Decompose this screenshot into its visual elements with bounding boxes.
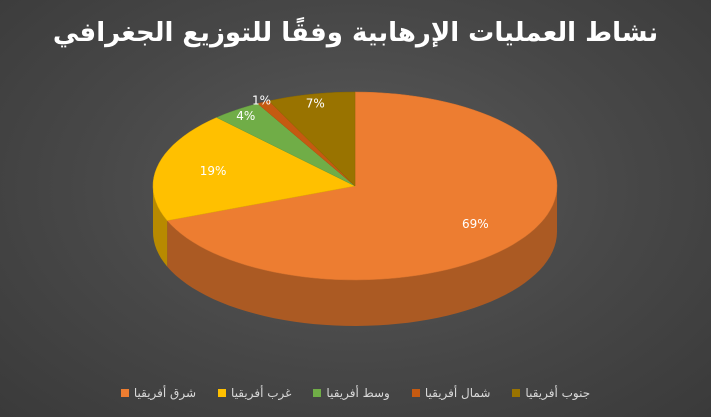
pie-side-1 [153,186,168,267]
legend-item-3: شمال أفريقيا [411,386,491,400]
legend-item-2: وسط أفريقيا [313,386,390,400]
legend-label-2: وسط أفريقيا [326,386,390,400]
legend-item-4: جنوب أفريقيا [512,386,590,400]
legend-label-3: شمال أفريقيا [424,386,491,400]
pie-slice-4 [268,91,356,187]
data-label-2: 4% [236,109,255,123]
legend-label-1: غرب أفريقيا [231,386,292,400]
legend: شرق أفريقيا غرب أفريقيا وسط أفريقيا شمال أف… [0,386,711,400]
data-label-4: 7% [306,96,325,110]
legend-item-1: غرب أفريقيا [218,386,291,400]
pie-slice-0 [166,91,558,281]
chart-title: نشاط العمليات الإرهابية وفقًا للتوزيع ال… [52,18,659,48]
data-label-0: 69% [462,217,489,231]
data-label-1: 19% [200,164,227,178]
legend-item-0: شرق أفريقيا [120,386,197,400]
legend-swatch-1 [218,389,227,397]
legend-label-0: شرق أفريقيا [133,386,197,400]
legend-swatch-3 [411,389,420,397]
pie-slice-1 [152,117,356,221]
legend-swatch-4 [512,389,521,397]
legend-label-4: جنوب أفريقيا [525,386,591,400]
legend-swatch-2 [313,389,322,397]
pie-side-0 [167,186,557,326]
legend-swatch-0 [120,389,129,397]
pie-slice-2 [216,103,356,187]
data-label-3: 1% [252,94,271,108]
